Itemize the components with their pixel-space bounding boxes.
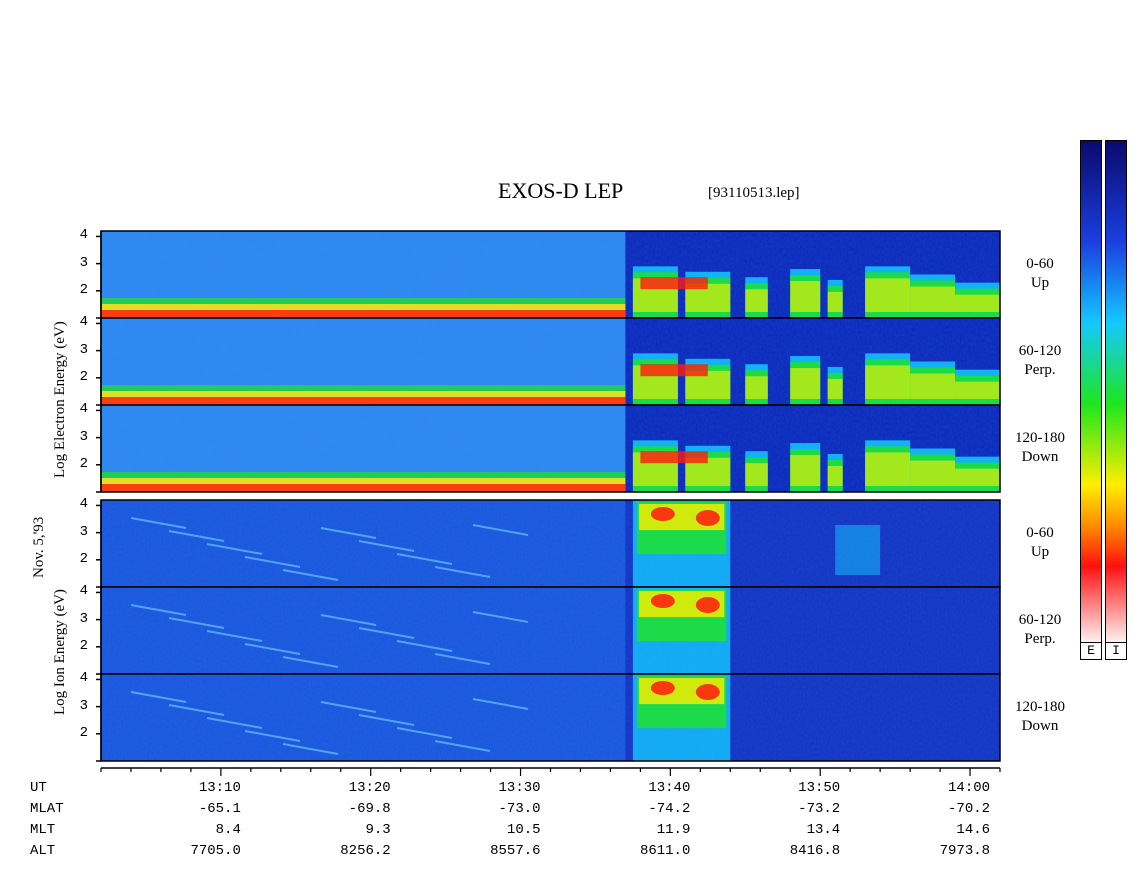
- pitch-angle-label: 60-120 Perp.: [1000, 611, 1080, 649]
- pitch-angle-label: 60-120 Perp.: [1000, 342, 1080, 380]
- pitch-angle-range: 60-120: [1018, 612, 1062, 628]
- ion-colorbar-label: I: [1105, 642, 1127, 660]
- y-tick-label: 2: [79, 637, 88, 654]
- pitch-angle-range: 120-180: [1015, 430, 1065, 446]
- ephemeris-value: -69.8: [348, 801, 391, 817]
- ephemeris-value: 8256.2: [340, 843, 391, 859]
- pitch-angle-range: 0-60: [1026, 256, 1054, 272]
- ephemeris-value: 8416.8: [789, 843, 841, 859]
- ephemeris-value: 7973.8: [939, 843, 991, 859]
- pitch-angle-range: 0-60: [1026, 525, 1054, 541]
- date-label: Nov. 5,'93: [31, 516, 47, 578]
- ut-tick-label: 13:10: [198, 780, 241, 796]
- chart-title: EXOS-D LEP: [498, 178, 624, 203]
- y-tick-label: 4: [79, 670, 88, 687]
- ion-panel-2: [100, 586, 1001, 675]
- pitch-angle-direction: Perp.: [1024, 631, 1056, 647]
- y-tick-label: 4: [79, 583, 88, 600]
- ephemeris-value: 11.9: [656, 822, 691, 838]
- ephemeris-value: 14.6: [956, 822, 991, 838]
- y-tick-label: 3: [79, 523, 88, 540]
- y-tick-label: 2: [79, 368, 88, 385]
- ephemeris-value: -73.0: [498, 801, 541, 817]
- ut-tick-label: 13:40: [648, 780, 691, 796]
- pitch-angle-direction: Up: [1030, 275, 1050, 291]
- y-tick-label: 2: [79, 281, 88, 298]
- ephemeris-value: 13.4: [806, 822, 841, 838]
- y-tick-label: 3: [79, 610, 88, 627]
- y-tick-label: 3: [79, 254, 88, 271]
- electron-panel-1: [100, 230, 1001, 319]
- pitch-angle-direction: Perp.: [1024, 362, 1056, 378]
- y-tick-label: 2: [79, 455, 88, 472]
- ephemeris-row-label: ALT: [30, 843, 56, 859]
- ephemeris-row-label: MLT: [30, 822, 56, 838]
- pitch-angle-direction: Down: [1021, 449, 1059, 465]
- y-tick-label: 2: [79, 550, 88, 567]
- electron-panel-2: [100, 317, 1001, 406]
- y-tick-label: 3: [79, 428, 88, 445]
- pitch-angle-label: 120-180 Down: [1000, 429, 1080, 467]
- pitch-angle-label: 0-60 Up: [1000, 524, 1080, 562]
- ut-tick-label: 14:00: [948, 780, 991, 796]
- ut-row-label: UT: [30, 780, 47, 796]
- ephemeris-value: -73.2: [798, 801, 841, 817]
- ephemeris-row-label: MLAT: [30, 801, 64, 817]
- y-tick-label: 4: [79, 496, 88, 513]
- electron-panel-3: [100, 404, 1001, 493]
- y-tick-label: 3: [79, 697, 88, 714]
- pitch-angle-range: 120-180: [1015, 699, 1065, 715]
- pitch-angle-direction: Up: [1030, 544, 1050, 560]
- ut-tick-label: 13:50: [798, 780, 841, 796]
- y-tick-label: 4: [79, 401, 88, 418]
- pitch-angle-label: 0-60 Up: [1000, 255, 1080, 293]
- ephemeris-value: 7705.0: [190, 843, 241, 859]
- y-tick-label: 3: [79, 341, 88, 358]
- ephemeris-value: -65.1: [198, 801, 241, 817]
- ion-axis-label: Log Ion Energy (eV): [52, 589, 68, 715]
- pitch-angle-label: 120-180 Down: [1000, 698, 1080, 736]
- ut-tick-label: 13:20: [348, 780, 391, 796]
- file-name: [93110513.lep]: [708, 185, 800, 201]
- electron-axis-label: Log Electron Energy (eV): [52, 321, 68, 478]
- y-tick-label: 4: [79, 314, 88, 331]
- ephemeris-value: -70.2: [948, 801, 991, 817]
- pitch-angle-direction: Down: [1021, 718, 1059, 734]
- ion-panel-3: [100, 673, 1001, 762]
- ephemeris-value: 10.5: [506, 822, 541, 838]
- ut-tick-label: 13:30: [498, 780, 541, 796]
- ephemeris-value: 8611.0: [639, 843, 691, 859]
- ephemeris-value: 8557.6: [490, 843, 541, 859]
- ephemeris-value: -74.2: [648, 801, 691, 817]
- electron-colorbar-label: E: [1080, 642, 1102, 660]
- pitch-angle-range: 60-120: [1018, 343, 1062, 359]
- y-tick-label: 4: [79, 227, 88, 244]
- electron-colorbar: [1080, 140, 1102, 648]
- ion-panel-1: [100, 499, 1001, 588]
- ephemeris-value: 9.3: [365, 822, 391, 838]
- ion-colorbar: [1105, 140, 1127, 648]
- y-tick-label: 2: [79, 724, 88, 741]
- ephemeris-value: 8.4: [215, 822, 241, 838]
